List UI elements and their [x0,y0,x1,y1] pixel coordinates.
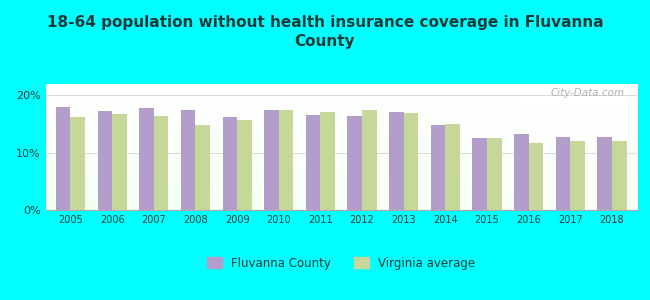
Bar [181,110,196,210]
Bar [279,110,293,210]
Bar [237,119,252,210]
Bar [487,138,502,210]
Bar [556,137,570,210]
Bar [196,125,210,210]
Text: 18-64 population without health insurance coverage in Fluvanna
County: 18-64 population without health insuranc… [47,15,603,49]
Bar [264,110,279,210]
Bar [570,141,585,210]
Bar [306,115,320,210]
Bar [389,112,404,210]
Bar [112,114,127,210]
Bar [473,138,487,210]
Bar [320,112,335,210]
Bar [597,137,612,210]
Bar [98,112,112,210]
Bar [528,143,543,210]
Bar [348,116,362,210]
Bar [445,124,460,210]
Legend: Fluvanna County, Virginia average: Fluvanna County, Virginia average [207,256,475,270]
Bar [154,116,168,210]
Text: City-Data.com: City-Data.com [551,88,625,98]
Bar [56,107,70,210]
Bar [404,112,419,210]
Bar [70,117,85,210]
Bar [431,125,445,210]
Bar [612,141,627,210]
Bar [222,117,237,210]
Bar [362,110,376,210]
Bar [139,108,154,210]
Bar [514,134,528,210]
